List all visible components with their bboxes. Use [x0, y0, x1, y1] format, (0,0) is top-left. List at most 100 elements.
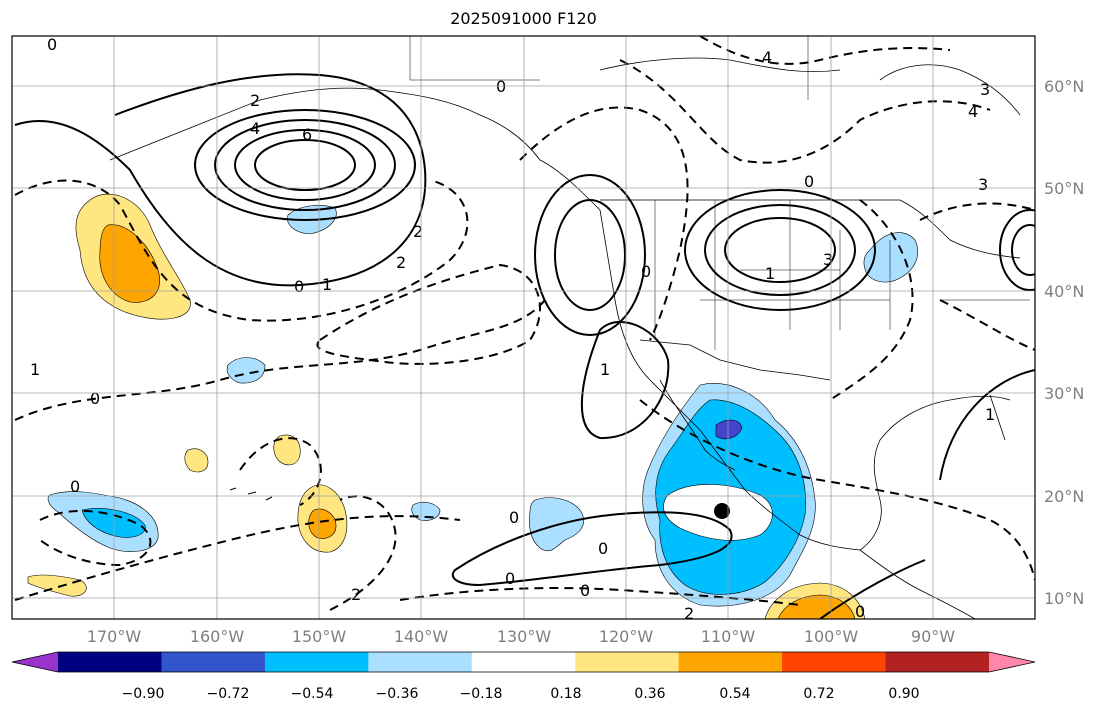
contour-label: 0 [70, 477, 80, 496]
contour-positive-6 [704, 204, 856, 296]
lon-label: 140°W [394, 627, 449, 646]
contours [14, 36, 1035, 619]
lat-axis-labels: 60°N 50°N 40°N 30°N 20°N 10°N [1044, 77, 1084, 608]
alaska-boundary [409, 36, 809, 100]
contour-labels: 0 0 0 0 0 0 0 0 0 2 2 2 3 3 3 4 4 4 6 1 … [30, 36, 995, 619]
contour-positive-9 [554, 199, 626, 311]
contour-positive-4 [254, 139, 356, 191]
coast-hudson [879, 64, 1021, 116]
colorbar-segments [11, 651, 1036, 673]
coast-gulf [859, 395, 1011, 551]
coast-alaska [109, 87, 601, 211]
contour-dashed-9 [639, 399, 1035, 581]
contour-label: 2 [250, 91, 260, 110]
lon-label: 150°W [292, 627, 347, 646]
contour-positive-outer [14, 73, 427, 287]
colorbar-label: 0.18 [550, 686, 581, 702]
lon-label: 110°W [701, 627, 756, 646]
coast-baja [659, 379, 736, 471]
colorbar-segment [368, 652, 473, 672]
contour-label: 2 [351, 585, 361, 604]
colorbar-label: −0.18 [460, 686, 503, 702]
map-background [12, 36, 1035, 619]
hawaii-islands [229, 487, 273, 501]
contour-label: 0 [804, 172, 814, 191]
colorbar-segment [161, 652, 266, 672]
shade-orange-west [99, 224, 160, 303]
coast-westcoast [599, 209, 861, 551]
contour-label: 4 [250, 119, 260, 138]
contour-label: 3 [823, 250, 833, 269]
contour-label: 2 [413, 222, 423, 241]
states-grid [654, 200, 1030, 350]
storm-center-marker [714, 503, 730, 519]
map-area: 0 0 0 0 0 0 0 0 0 2 2 2 3 3 3 4 4 4 6 1 … [12, 36, 1035, 619]
contour-label: 6 [302, 125, 312, 144]
shade-lightblue-small2 [411, 501, 441, 521]
map-title: 2025091000 F120 [450, 9, 597, 28]
colorbar-label: −0.90 [122, 686, 165, 702]
contour-label: 4 [762, 48, 772, 67]
colorbar-label: 0.72 [803, 686, 834, 702]
gridlines [12, 36, 1035, 619]
lat-label: 50°N [1044, 179, 1084, 198]
contour-label: 1 [322, 275, 332, 294]
colorbar-segment [989, 652, 1035, 672]
contour-dashed-4 [316, 263, 541, 365]
contour-positive-11 [451, 511, 733, 587]
colorbar-segment [58, 652, 162, 672]
contour-positive-7 [724, 217, 836, 283]
shaded-field [27, 193, 919, 619]
contour-label: 0 [509, 508, 519, 527]
contour-dashed-13 [939, 299, 1035, 351]
lon-label: 90°W [911, 627, 955, 646]
lat-label: 10°N [1044, 589, 1084, 608]
contour-dashed-8 [829, 199, 914, 401]
shade-orange-south [777, 594, 856, 619]
colorbar-segment [12, 652, 58, 672]
contour-label: 0 [641, 262, 651, 281]
colorbar-segment [678, 652, 783, 672]
lat-label: 40°N [1044, 282, 1084, 301]
coast-florida [989, 394, 1006, 441]
lon-label: 120°W [599, 627, 654, 646]
colorbar-segment [471, 652, 576, 672]
contour-label: 0 [598, 539, 608, 558]
contour-label: 4 [968, 102, 978, 121]
shade-purple [715, 419, 743, 440]
contours-dashed [14, 36, 1035, 611]
contour-dashed-15 [329, 495, 397, 611]
lon-label: 100°W [804, 627, 859, 646]
colorbar-segment [264, 652, 369, 672]
contour-label: 1 [30, 360, 40, 379]
border-canada-us [600, 199, 1021, 259]
map-frame [11, 35, 1036, 620]
contour-positive-2 [214, 119, 396, 211]
colorbar-label: −0.72 [207, 686, 250, 702]
colorbar-label: −0.54 [291, 686, 334, 702]
contour-label: 0 [496, 77, 506, 96]
lon-label: 170°W [87, 627, 142, 646]
contour-dashed-7 [619, 59, 991, 164]
contour-label: 2 [396, 253, 406, 272]
lat-label: 60°N [1044, 77, 1084, 96]
contour-label: 0 [90, 389, 100, 408]
contour-label: 1 [600, 360, 610, 379]
lon-label: 160°W [190, 627, 245, 646]
lat-label: 20°N [1044, 487, 1084, 506]
contour-positive-15 [819, 559, 926, 619]
contour-dashed-12 [919, 202, 1035, 221]
contour-label: 1 [985, 405, 995, 424]
contour-positive-1 [194, 109, 416, 221]
colorbar-label: −0.36 [376, 686, 419, 702]
contour-positive-13 [1011, 224, 1035, 276]
shade-orange-mid [308, 508, 337, 539]
lon-axis-labels: 170°W 160°W 150°W 140°W 130°W 120°W 110°… [87, 627, 955, 646]
contour-positive-5 [684, 189, 876, 311]
contour-dashed-2 [14, 299, 546, 421]
contour-positive-14 [939, 369, 1035, 481]
lon-label: 130°W [497, 627, 552, 646]
contour-label: 0 [294, 277, 304, 296]
coast-arctic [599, 57, 841, 73]
colorbar-label: 0.36 [634, 686, 665, 702]
